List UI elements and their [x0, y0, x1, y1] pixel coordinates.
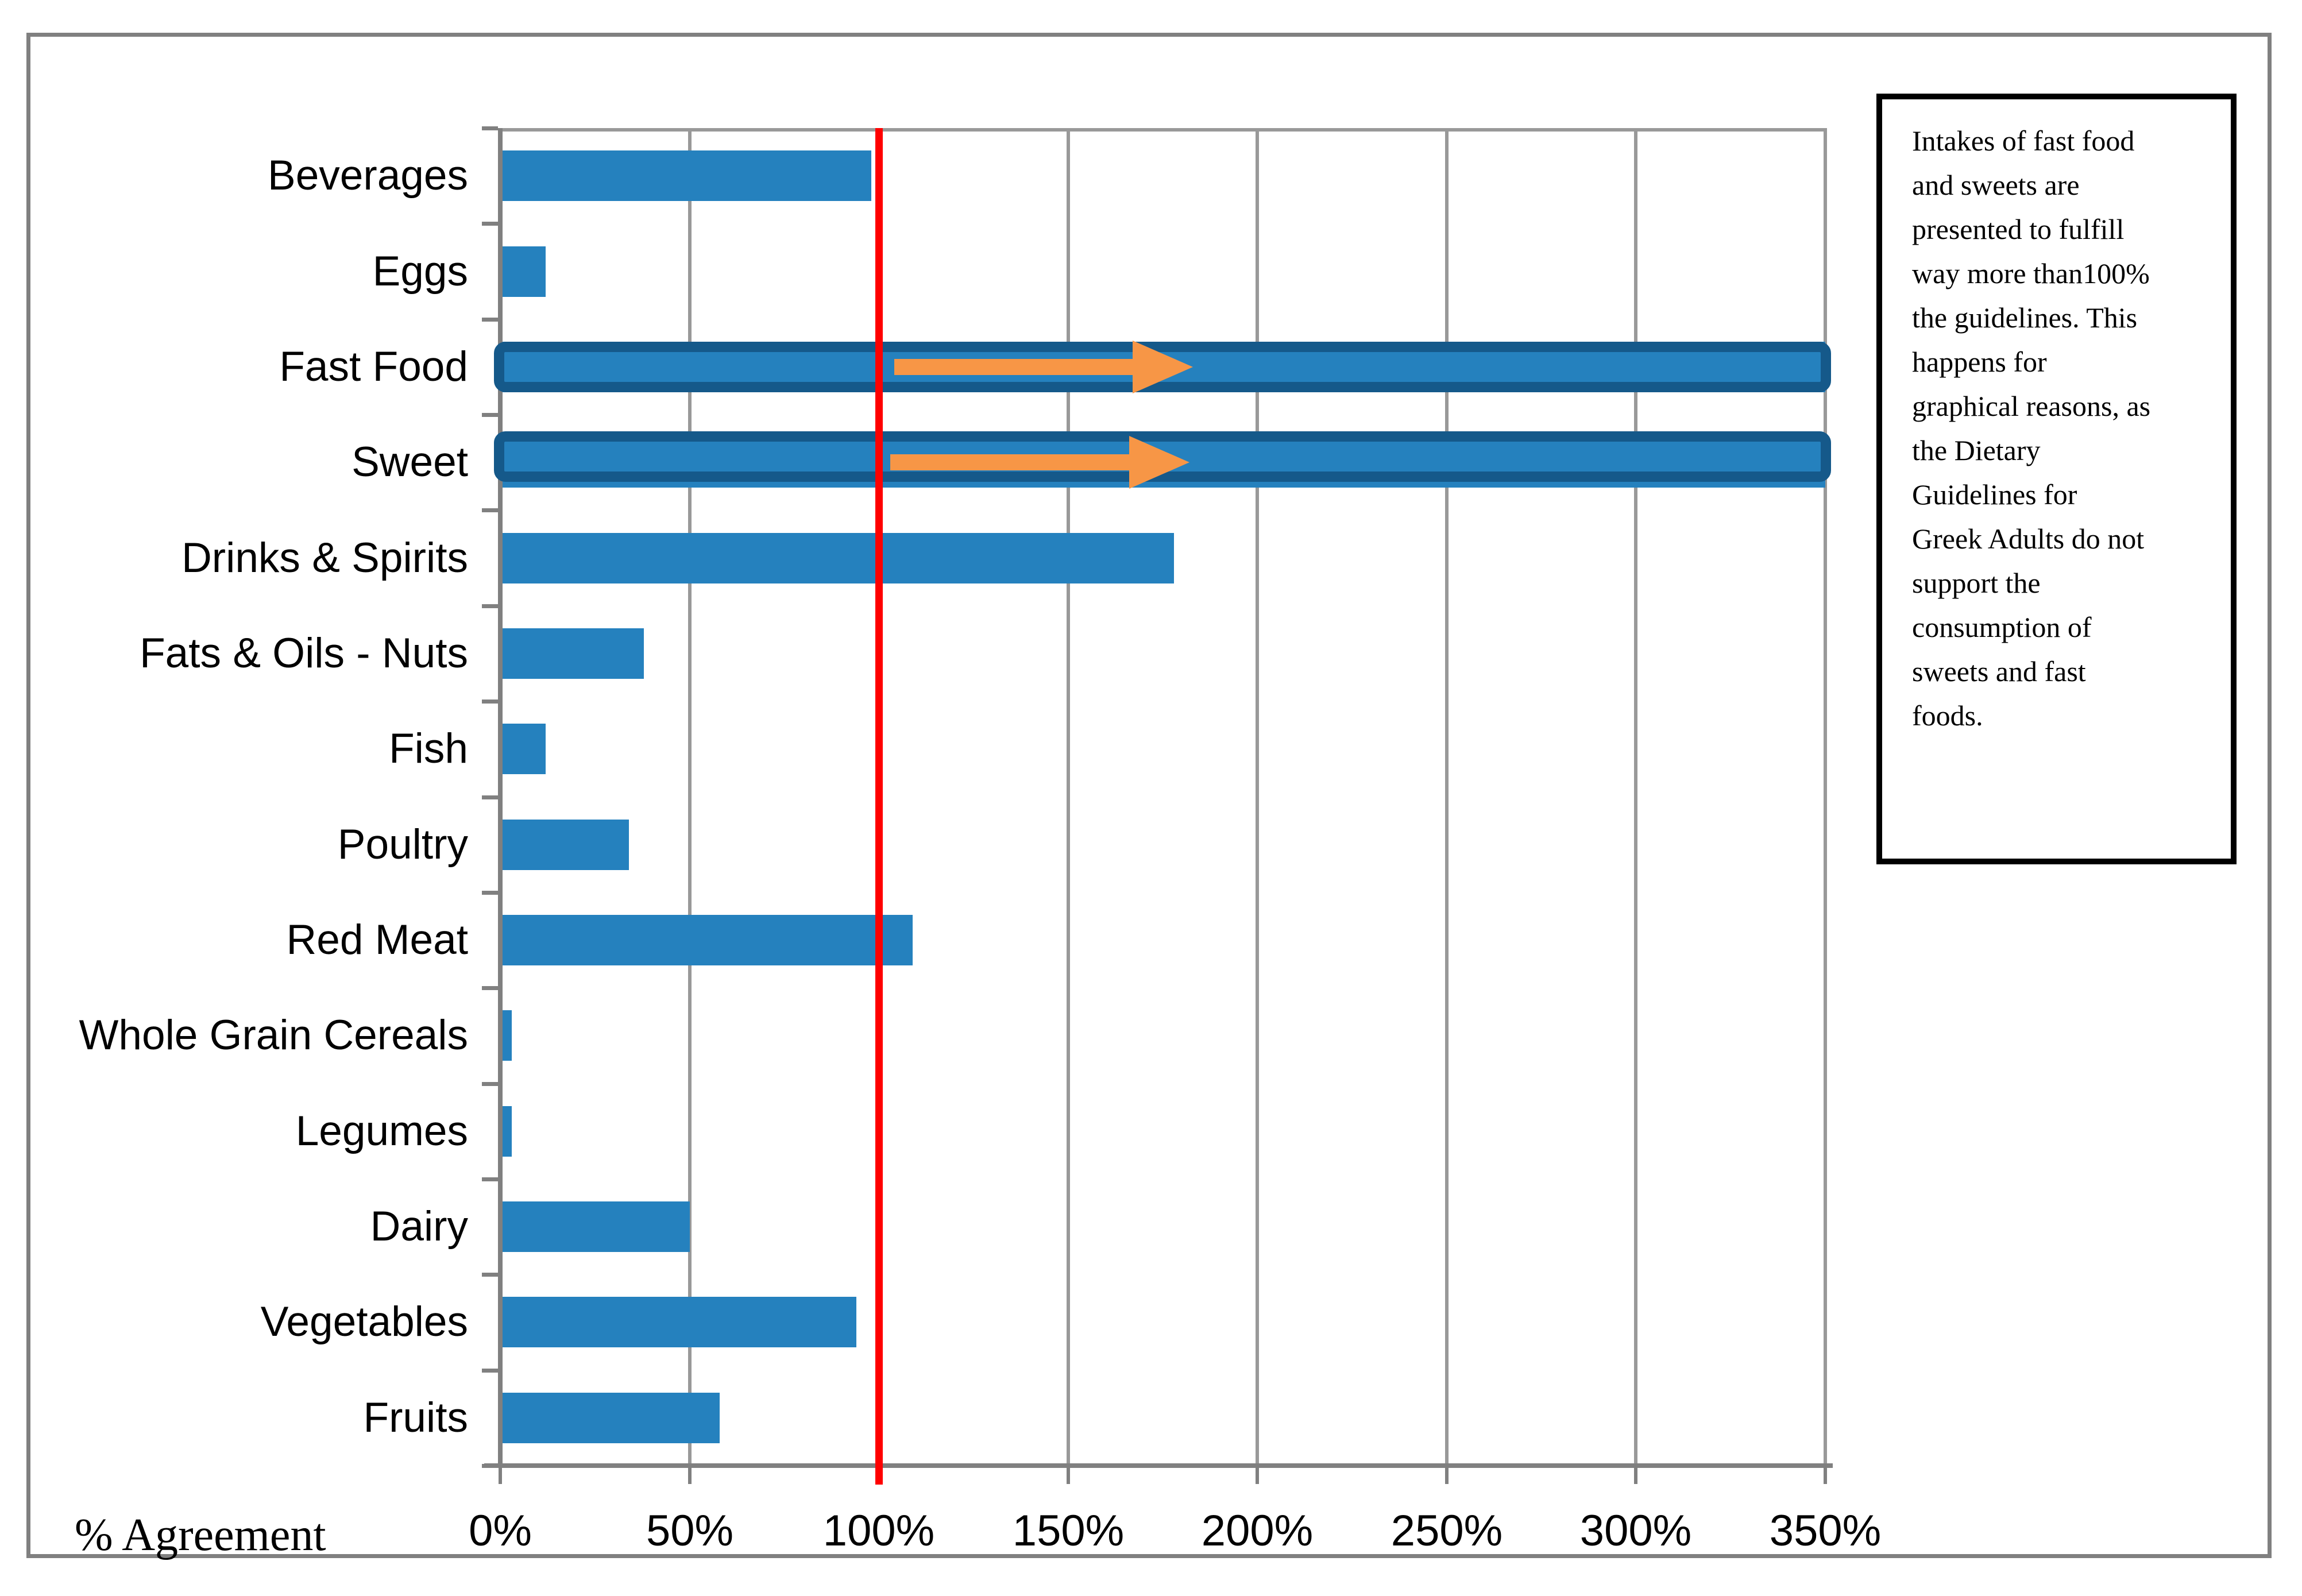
y-axis-tick [482, 222, 498, 226]
bar [503, 1297, 856, 1347]
annotation-box: Intakes of fast food and sweets are pres… [1876, 94, 2237, 864]
category-label: Eggs [372, 248, 468, 295]
bar [503, 533, 1174, 583]
x-axis-line [484, 1463, 1833, 1468]
x-axis-tick [1824, 1463, 1827, 1484]
x-axis-title: % Agreement [75, 1510, 326, 1560]
x-tick-label: 350% [1769, 1506, 1882, 1555]
category-label: Drinks & Spirits [181, 535, 468, 581]
figure-border [26, 33, 2272, 1558]
y-axis-tick [482, 413, 498, 417]
category-label: Fats & Oils - Nuts [140, 630, 468, 677]
category-label: Fruits [363, 1394, 469, 1441]
y-axis-tick [482, 1177, 498, 1181]
y-axis-tick [482, 508, 498, 512]
gridline [1445, 128, 1449, 1466]
x-axis-tick [1256, 1463, 1259, 1484]
category-label: Sweet [352, 439, 468, 485]
y-axis-tick [482, 986, 498, 990]
category-label: Legumes [295, 1108, 468, 1154]
x-tick-label: 150% [1012, 1506, 1125, 1555]
gridline [1634, 128, 1637, 1466]
bar [503, 1010, 512, 1061]
x-tick-label: 100% [822, 1506, 935, 1555]
category-label: Dairy [370, 1203, 468, 1250]
x-tick-label: 300% [1579, 1506, 1692, 1555]
bar [503, 150, 871, 201]
x-axis-tick [1634, 1463, 1637, 1484]
gridline [1067, 128, 1070, 1466]
y-axis-tick [482, 700, 498, 704]
bar [503, 1393, 720, 1443]
x-tick-label: 50% [646, 1506, 734, 1555]
bar [503, 820, 629, 870]
bar [503, 1106, 512, 1157]
category-label: Whole Grain Cereals [79, 1012, 468, 1058]
category-label: Fast Food [279, 343, 468, 390]
bar [503, 724, 546, 774]
x-tick-label: 200% [1201, 1506, 1314, 1555]
y-axis-tick [482, 604, 498, 608]
y-axis-tick [482, 1369, 498, 1373]
y-axis-tick [482, 126, 498, 130]
gridline [1824, 128, 1827, 1466]
y-axis-tick [482, 1464, 498, 1468]
category-label: Fish [389, 725, 468, 772]
reference-line [875, 128, 883, 1485]
category-label: Vegetables [260, 1299, 468, 1345]
y-axis-tick [482, 1082, 498, 1086]
x-axis-tick [688, 1463, 692, 1484]
category-label: Beverages [268, 152, 468, 199]
bar [503, 628, 644, 679]
x-axis-tick [499, 1463, 502, 1484]
category-label: Red Meat [286, 917, 469, 963]
y-axis-tick [482, 318, 498, 322]
bar [503, 246, 546, 297]
y-axis-tick [482, 795, 498, 799]
gridline [1256, 128, 1259, 1466]
x-axis-tick [1445, 1463, 1449, 1484]
category-label: Poultry [337, 821, 468, 868]
x-tick-label: 250% [1391, 1506, 1503, 1555]
gridline [688, 128, 692, 1466]
x-tick-label: 0% [469, 1506, 532, 1555]
x-axis-tick [1067, 1463, 1070, 1484]
bar [503, 915, 913, 965]
y-axis-tick [482, 891, 498, 895]
plot-top-border [500, 128, 1825, 132]
arrow-head-icon [1133, 341, 1193, 393]
annotation-text: Intakes of fast food and sweets are pres… [1912, 125, 2151, 732]
arrow-icon [894, 359, 1137, 375]
arrow-icon [890, 454, 1133, 470]
bar [503, 1201, 690, 1252]
y-axis-tick [482, 1273, 498, 1277]
y-axis-line [498, 128, 503, 1466]
arrow-head-icon [1129, 436, 1189, 489]
